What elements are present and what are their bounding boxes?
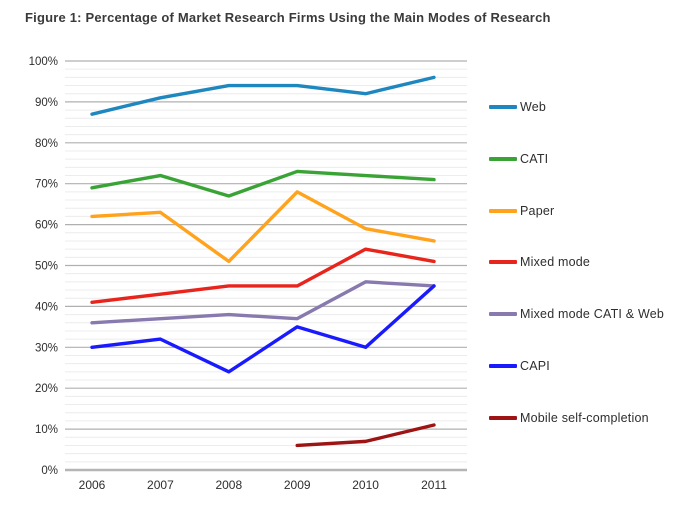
y-tick-label: 90% — [35, 97, 58, 109]
x-tick-label: 2009 — [284, 478, 311, 492]
series-line-capi — [90, 284, 436, 374]
series-line-mixed-mode — [90, 247, 436, 305]
series-line-paper — [90, 190, 436, 264]
x-tick-label: 2010 — [352, 478, 379, 492]
y-tick-label: 30% — [35, 342, 58, 354]
y-tick-label: 0% — [41, 465, 58, 477]
series-line-mixed-mode-cati-web — [90, 280, 436, 325]
y-tick-label: 100% — [29, 56, 58, 68]
series-line-web — [90, 75, 436, 116]
x-tick-label: 2006 — [79, 478, 106, 492]
y-tick-label: 70% — [35, 179, 58, 191]
chart-title: Figure 1: Percentage of Market Research … — [25, 10, 551, 25]
x-tick-label: 2008 — [215, 478, 242, 492]
y-tick-label: 80% — [35, 138, 58, 150]
x-tick-label: 2011 — [421, 478, 447, 492]
series-line-cati — [90, 169, 436, 198]
x-tick-label: 2007 — [147, 478, 174, 492]
y-tick-label: 40% — [35, 301, 58, 313]
y-tick-label: 10% — [35, 424, 58, 436]
y-tick-label: 60% — [35, 220, 58, 232]
y-tick-label: 50% — [35, 261, 58, 273]
y-tick-label: 20% — [35, 383, 58, 395]
series-line-mobile-self-completion — [295, 423, 436, 448]
